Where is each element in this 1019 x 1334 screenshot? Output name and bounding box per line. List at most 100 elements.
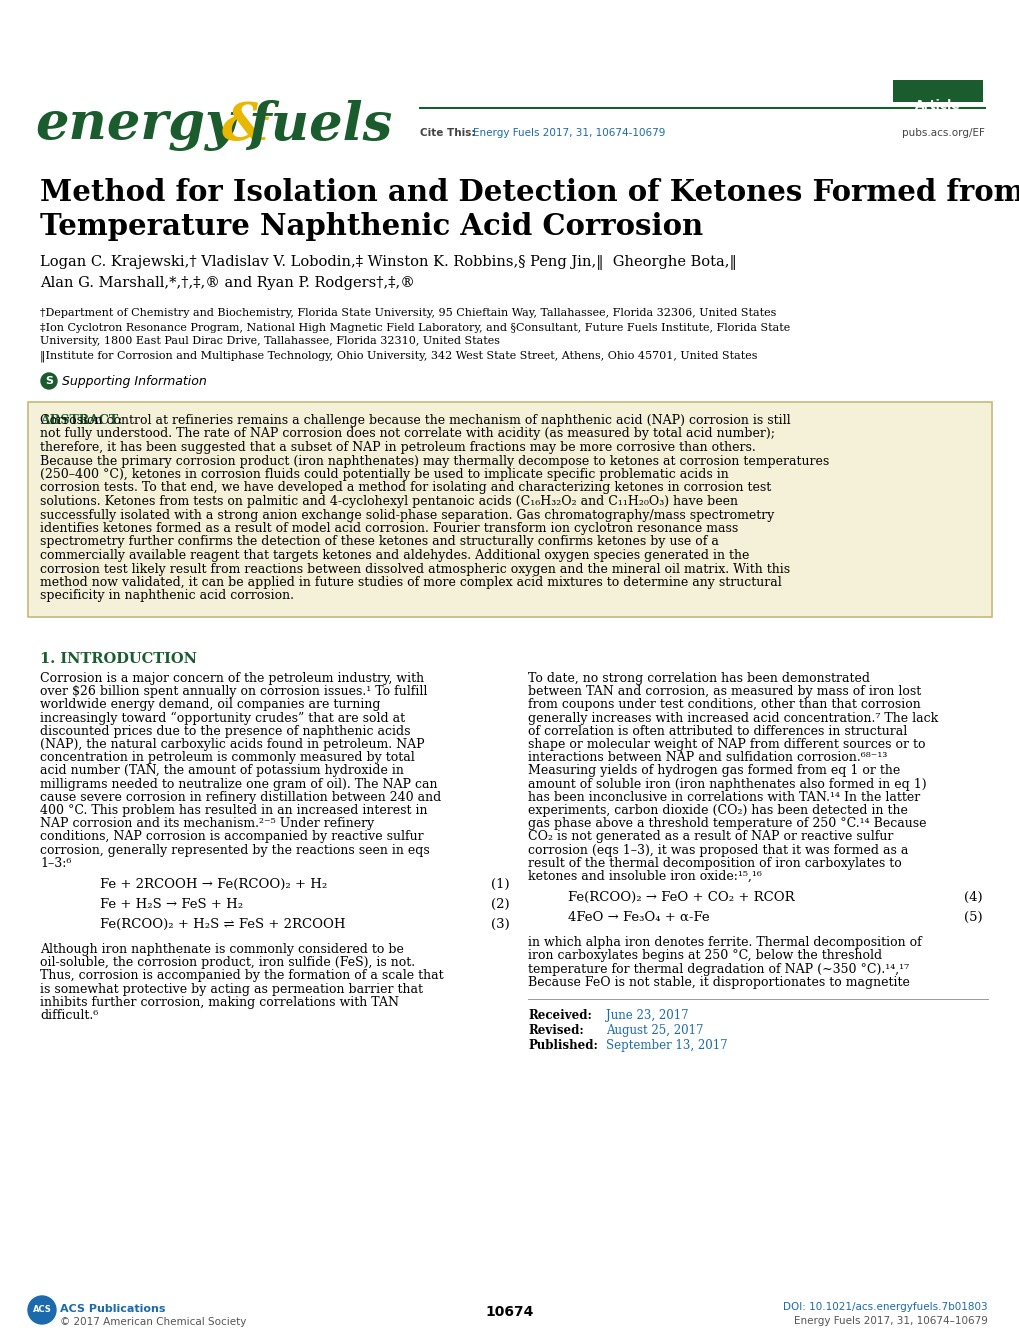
Text: energy: energy	[35, 100, 235, 151]
Text: corrosion test likely result from reactions between dissolved atmospheric oxygen: corrosion test likely result from reacti…	[40, 563, 790, 575]
Text: (4): (4)	[963, 891, 982, 904]
Text: successfully isolated with a strong anion exchange solid-phase separation. Gas c: successfully isolated with a strong anio…	[40, 508, 773, 522]
Text: specificity in naphthenic acid corrosion.: specificity in naphthenic acid corrosion…	[40, 590, 293, 603]
Circle shape	[41, 374, 57, 390]
Text: Alan G. Marshall,*,†,‡,® and Ryan P. Rodgers†,‡,®: Alan G. Marshall,*,†,‡,® and Ryan P. Rod…	[40, 276, 415, 289]
Text: therefore, it has been suggested that a subset of NAP in petroleum fractions may: therefore, it has been suggested that a …	[40, 442, 755, 454]
Text: not fully understood. The rate of NAP corrosion does not correlate with acidity : not fully understood. The rate of NAP co…	[40, 427, 774, 440]
Bar	[28, 402, 991, 618]
Text: 1–3:⁶: 1–3:⁶	[40, 856, 71, 870]
Text: Fe + 2RCOOH → Fe(RCOO)₂ + H₂: Fe + 2RCOOH → Fe(RCOO)₂ + H₂	[100, 878, 327, 891]
Text: difficult.⁶: difficult.⁶	[40, 1009, 98, 1022]
Text: ACS Publications: ACS Publications	[60, 1305, 165, 1314]
Text: (NAP), the natural carboxylic acids found in petroleum. NAP: (NAP), the natural carboxylic acids foun…	[40, 738, 424, 751]
Text: Because the primary corrosion product (iron naphthenates) may thermally decompos: Because the primary corrosion product (i…	[40, 455, 828, 467]
Text: Article: Article	[914, 99, 960, 112]
Text: Because FeO is not stable, it disproportionates to magnetite: Because FeO is not stable, it disproport…	[528, 975, 909, 988]
Text: September 13, 2017: September 13, 2017	[605, 1039, 727, 1053]
Text: worldwide energy demand, oil companies are turning: worldwide energy demand, oil companies a…	[40, 699, 380, 711]
Text: cause severe corrosion in refinery distillation between 240 and: cause severe corrosion in refinery disti…	[40, 791, 441, 804]
Text: (3): (3)	[491, 918, 510, 931]
Text: 10674: 10674	[485, 1305, 534, 1319]
Text: gas phase above a threshold temperature of 250 °C.¹⁴ Because: gas phase above a threshold temperature …	[528, 818, 925, 830]
Text: commercially available reagent that targets ketones and aldehydes. Additional ox: commercially available reagent that targ…	[40, 550, 749, 562]
Text: Measuring yields of hydrogen gas formed from eq 1 or the: Measuring yields of hydrogen gas formed …	[528, 764, 900, 778]
Text: generally increases with increased acid concentration.⁷ The lack: generally increases with increased acid …	[528, 711, 937, 724]
Text: experiments, carbon dioxide (CO₂) has been detected in the: experiments, carbon dioxide (CO₂) has be…	[528, 804, 907, 816]
Text: increasingly toward “opportunity crudes” that are sold at: increasingly toward “opportunity crudes”…	[40, 711, 405, 724]
Text: Fe(RCOO)₂ → FeO + CO₂ + RCOR: Fe(RCOO)₂ → FeO + CO₂ + RCOR	[568, 891, 794, 904]
Text: 400 °C. This problem has resulted in an increased interest in: 400 °C. This problem has resulted in an …	[40, 804, 427, 816]
Text: Received:: Received:	[528, 1009, 591, 1022]
Text: concentration in petroleum is commonly measured by total: concentration in petroleum is commonly m…	[40, 751, 415, 764]
Text: &: &	[222, 100, 269, 151]
Text: University, 1800 East Paul Dirac Drive, Tallahassee, Florida 32310, United State: University, 1800 East Paul Dirac Drive, …	[40, 336, 499, 346]
Text: ketones and insoluble iron oxide:¹⁵,¹⁶: ketones and insoluble iron oxide:¹⁵,¹⁶	[528, 870, 761, 883]
Text: Cite This:: Cite This:	[420, 128, 475, 137]
Text: 1. INTRODUCTION: 1. INTRODUCTION	[40, 652, 197, 666]
Text: (2): (2)	[491, 898, 510, 911]
Text: Thus, corrosion is accompanied by the formation of a scale that: Thus, corrosion is accompanied by the fo…	[40, 970, 443, 982]
Text: iron carboxylates begins at 250 °C, below the threshold: iron carboxylates begins at 250 °C, belo…	[528, 950, 881, 962]
Text: temperature for thermal degradation of NAP (∼350 °C).¹⁴,¹⁷: temperature for thermal degradation of N…	[528, 963, 908, 975]
Text: spectrometry further confirms the detection of these ketones and structurally co: spectrometry further confirms the detect…	[40, 535, 718, 548]
Text: conditions, NAP corrosion is accompanied by reactive sulfur: conditions, NAP corrosion is accompanied…	[40, 830, 423, 843]
Text: (1): (1)	[491, 878, 510, 891]
Text: Corrosion is a major concern of the petroleum industry, with: Corrosion is a major concern of the petr…	[40, 672, 424, 684]
Text: ABSTRACT:: ABSTRACT:	[40, 414, 122, 427]
Text: Fe + H₂S → FeS + H₂: Fe + H₂S → FeS + H₂	[100, 898, 243, 911]
Text: corrosion (eqs 1–3), it was proposed that it was formed as a: corrosion (eqs 1–3), it was proposed tha…	[528, 843, 908, 856]
Text: 4FeO → Fe₃O₄ + α-Fe: 4FeO → Fe₃O₄ + α-Fe	[568, 911, 709, 924]
Text: August 25, 2017: August 25, 2017	[605, 1025, 703, 1037]
Text: NAP corrosion and its mechanism.²⁻⁵ Under refinery: NAP corrosion and its mechanism.²⁻⁵ Unde…	[40, 818, 374, 830]
Text: fuels: fuels	[248, 100, 392, 151]
Text: †Department of Chemistry and Biochemistry, Florida State University, 95 Chieftai: †Department of Chemistry and Biochemistr…	[40, 308, 775, 317]
Text: Temperature Naphthenic Acid Corrosion: Temperature Naphthenic Acid Corrosion	[40, 212, 702, 241]
Text: Energy Fuels 2017, 31, 10674-10679: Energy Fuels 2017, 31, 10674-10679	[473, 128, 664, 137]
Text: (250–400 °C), ketones in corrosion fluids could potentially be used to implicate: (250–400 °C), ketones in corrosion fluid…	[40, 468, 728, 482]
Bar	[892, 80, 982, 101]
Text: S: S	[45, 376, 53, 386]
Text: is somewhat protective by acting as permeation barrier that: is somewhat protective by acting as perm…	[40, 983, 423, 995]
Text: corrosion, generally represented by the reactions seen in eqs: corrosion, generally represented by the …	[40, 843, 429, 856]
Text: Supporting Information: Supporting Information	[62, 375, 207, 388]
Text: ‖Institute for Corrosion and Multiphase Technology, Ohio University, 342 West St: ‖Institute for Corrosion and Multiphase …	[40, 351, 757, 363]
Text: ACS: ACS	[33, 1306, 51, 1314]
Text: method now validated, it can be applied in future studies of more complex acid m: method now validated, it can be applied …	[40, 576, 781, 590]
Text: amount of soluble iron (iron naphthenates also formed in eq 1): amount of soluble iron (iron naphthenate…	[528, 778, 925, 791]
Text: between TAN and corrosion, as measured by mass of iron lost: between TAN and corrosion, as measured b…	[528, 686, 920, 698]
Text: CO₂ is not generated as a result of NAP or reactive sulfur: CO₂ is not generated as a result of NAP …	[528, 830, 893, 843]
Text: Corrosion control at refineries remains a challenge because the mechanism of nap: Corrosion control at refineries remains …	[40, 414, 790, 427]
Text: (5): (5)	[963, 911, 982, 924]
Text: inhibits further corrosion, making correlations with TAN: inhibits further corrosion, making corre…	[40, 995, 398, 1009]
Text: of correlation is often attributed to differences in structural: of correlation is often attributed to di…	[528, 724, 906, 738]
Text: Energy Fuels 2017, 31, 10674–10679: Energy Fuels 2017, 31, 10674–10679	[794, 1317, 987, 1326]
Text: oil-soluble, the corrosion product, iron sulfide (FeS), is not.: oil-soluble, the corrosion product, iron…	[40, 956, 415, 970]
Text: ‡Ion Cyclotron Resonance Program, National High Magnetic Field Laboratory, and §: ‡Ion Cyclotron Resonance Program, Nation…	[40, 323, 790, 334]
Text: milligrams needed to neutralize one gram of oil). The NAP can: milligrams needed to neutralize one gram…	[40, 778, 437, 791]
Text: shape or molecular weight of NAP from different sources or to: shape or molecular weight of NAP from di…	[528, 738, 924, 751]
Text: DOI: 10.1021/acs.energyfuels.7b01803: DOI: 10.1021/acs.energyfuels.7b01803	[783, 1302, 987, 1313]
Text: from coupons under test conditions, other than that corrosion: from coupons under test conditions, othe…	[528, 699, 920, 711]
Text: discounted prices due to the presence of naphthenic acids: discounted prices due to the presence of…	[40, 724, 410, 738]
Text: June 23, 2017: June 23, 2017	[605, 1009, 688, 1022]
Text: Published:: Published:	[528, 1039, 597, 1053]
Text: Fe(RCOO)₂ + H₂S ⇌ FeS + 2RCOOH: Fe(RCOO)₂ + H₂S ⇌ FeS + 2RCOOH	[100, 918, 345, 931]
Text: Logan C. Krajewski,† Vladislav V. Lobodin,‡ Winston K. Robbins,§ Peng Jin,‖  Ghe: Logan C. Krajewski,† Vladislav V. Lobodi…	[40, 255, 736, 269]
Text: To date, no strong correlation has been demonstrated: To date, no strong correlation has been …	[528, 672, 869, 684]
Text: Method for Isolation and Detection of Ketones Formed from High-: Method for Isolation and Detection of Ke…	[40, 177, 1019, 207]
Text: © 2017 American Chemical Society: © 2017 American Chemical Society	[60, 1317, 247, 1327]
Text: result of the thermal decomposition of iron carboxylates to: result of the thermal decomposition of i…	[528, 856, 901, 870]
Text: interactions between NAP and sulfidation corrosion.⁶⁸⁻¹³: interactions between NAP and sulfidation…	[528, 751, 887, 764]
Text: Revised:: Revised:	[528, 1025, 583, 1037]
Text: over $26 billion spent annually on corrosion issues.¹ To fulfill: over $26 billion spent annually on corro…	[40, 686, 427, 698]
Text: in which alpha iron denotes ferrite. Thermal decomposition of: in which alpha iron denotes ferrite. The…	[528, 936, 921, 950]
Circle shape	[28, 1297, 56, 1325]
Text: identifies ketones formed as a result of model acid corrosion. Fourier transform: identifies ketones formed as a result of…	[40, 522, 738, 535]
Text: pubs.acs.org/EF: pubs.acs.org/EF	[901, 128, 984, 137]
Text: solutions. Ketones from tests on palmitic and 4-cyclohexyl pentanoic acids (C₁₆H: solutions. Ketones from tests on palmiti…	[40, 495, 738, 508]
Text: acid number (TAN, the amount of potassium hydroxide in: acid number (TAN, the amount of potassiu…	[40, 764, 404, 778]
Text: has been inconclusive in correlations with TAN.¹⁴ In the latter: has been inconclusive in correlations wi…	[528, 791, 919, 804]
Text: Although iron naphthenate is commonly considered to be: Although iron naphthenate is commonly co…	[40, 943, 404, 956]
Text: corrosion tests. To that end, we have developed a method for isolating and chara: corrosion tests. To that end, we have de…	[40, 482, 770, 495]
